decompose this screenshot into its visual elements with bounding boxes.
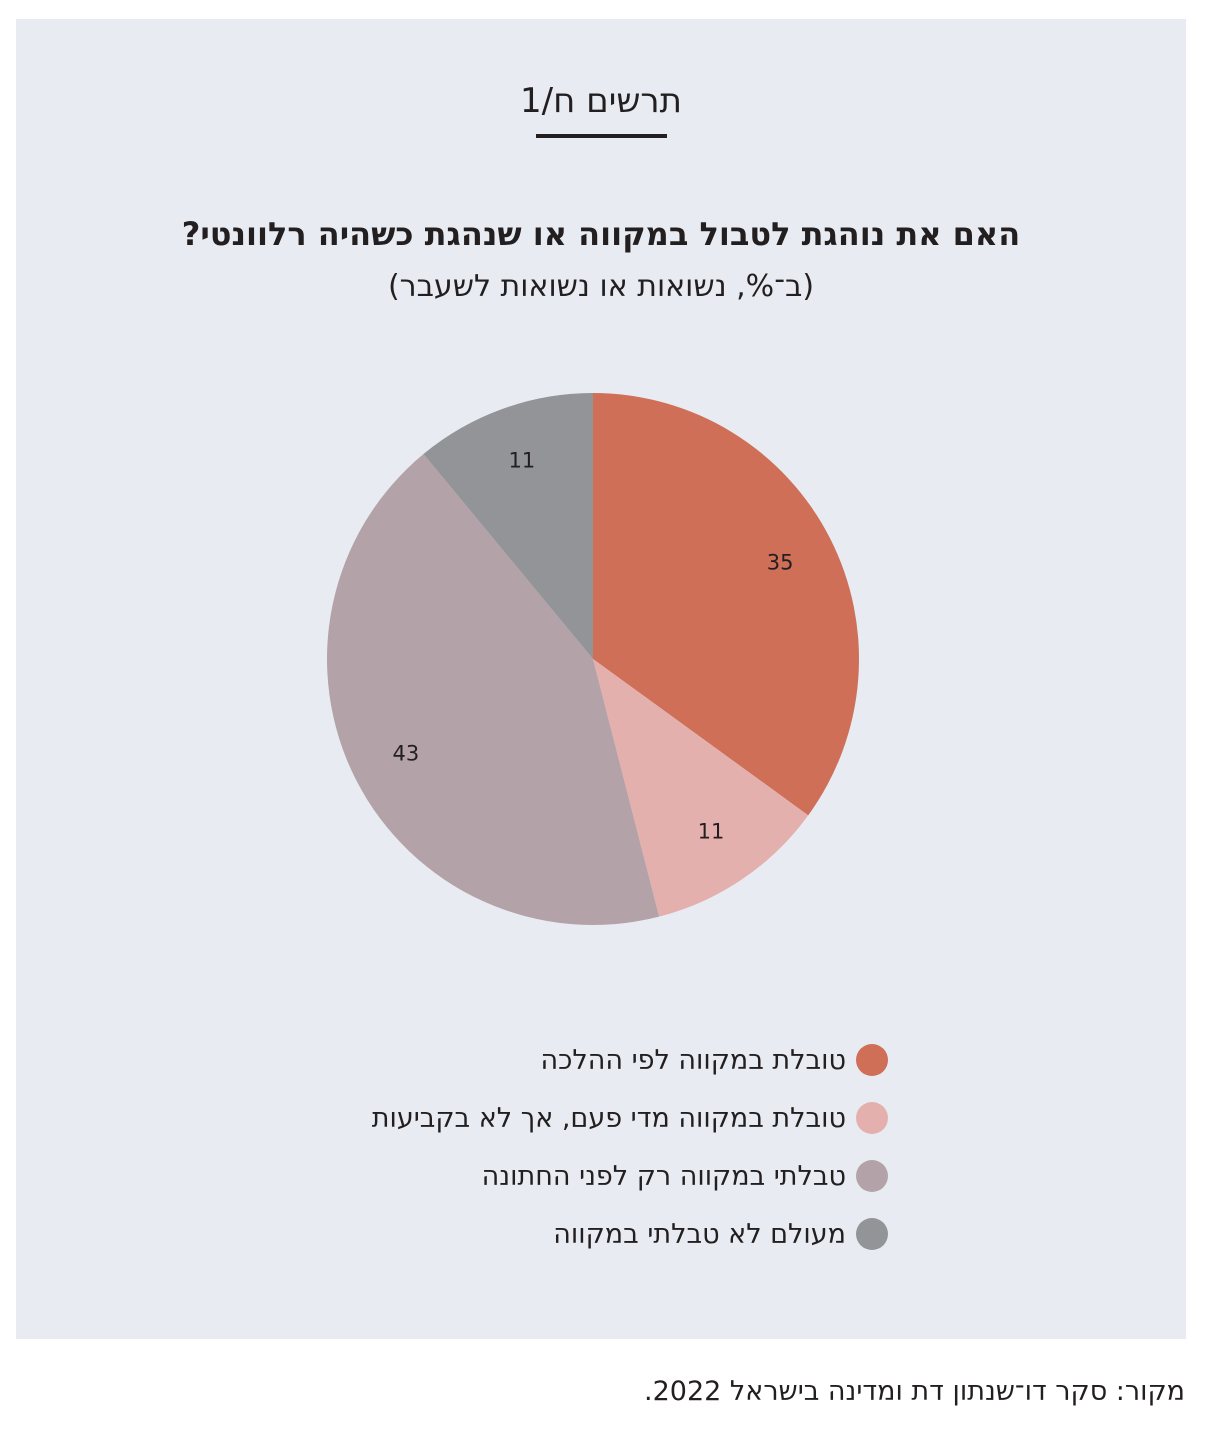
legend-item: מעולם לא טבלתי במקווה: [372, 1205, 888, 1263]
legend-item: טובלת במקווה לפי ההלכה: [372, 1031, 888, 1089]
chart-panel: תרשים ח/1 האם את נוהגת לטבול במקווה או ש…: [16, 19, 1186, 1339]
slice-value-label: 11: [698, 820, 725, 844]
pie-slice-2: [593, 659, 809, 917]
source-note: מקור: סקר דו־שנתון דת ומדינה בישראל 2022…: [644, 1376, 1185, 1407]
slice-value-label: 11: [508, 448, 535, 472]
legend-label: טובלת במקווה לפי ההלכה: [540, 1044, 846, 1076]
legend-swatch: [856, 1218, 888, 1250]
slice-value-label: 35: [767, 551, 794, 575]
pie-slice-4: [423, 393, 593, 659]
figure-label: תרשים ח/1: [520, 81, 682, 121]
legend-swatch: [856, 1044, 888, 1076]
legend-item: טבלתי במקווה רק לפני החתונה: [372, 1147, 888, 1205]
title-rule: [536, 134, 667, 138]
pie-chart: 35 11 43 11: [327, 393, 860, 925]
pie-slice-1: [593, 393, 860, 816]
legend-item: טובלת במקווה מדי פעם, אך לא בקביעות: [372, 1089, 888, 1147]
legend-label: טבלתי במקווה רק לפני החתונה: [481, 1160, 846, 1192]
legend-swatch: [856, 1160, 888, 1192]
slice-value-label: 43: [393, 741, 420, 765]
chart-subtitle: (ב־%, נשואות או נשואות לשעבר): [387, 269, 815, 304]
pie-slice-3: [327, 454, 660, 925]
chart-title: האם את נוהגת לטבול במקווה או שנהגת כשהיה…: [181, 215, 1021, 253]
legend-label: טובלת במקווה מדי פעם, אך לא בקביעות: [371, 1102, 846, 1134]
legend-label: מעולם לא טבלתי במקווה: [553, 1218, 846, 1250]
legend-swatch: [856, 1102, 888, 1134]
legend: טובלת במקווה לפי ההלכה טובלת במקווה מדי פ…: [372, 1031, 888, 1263]
